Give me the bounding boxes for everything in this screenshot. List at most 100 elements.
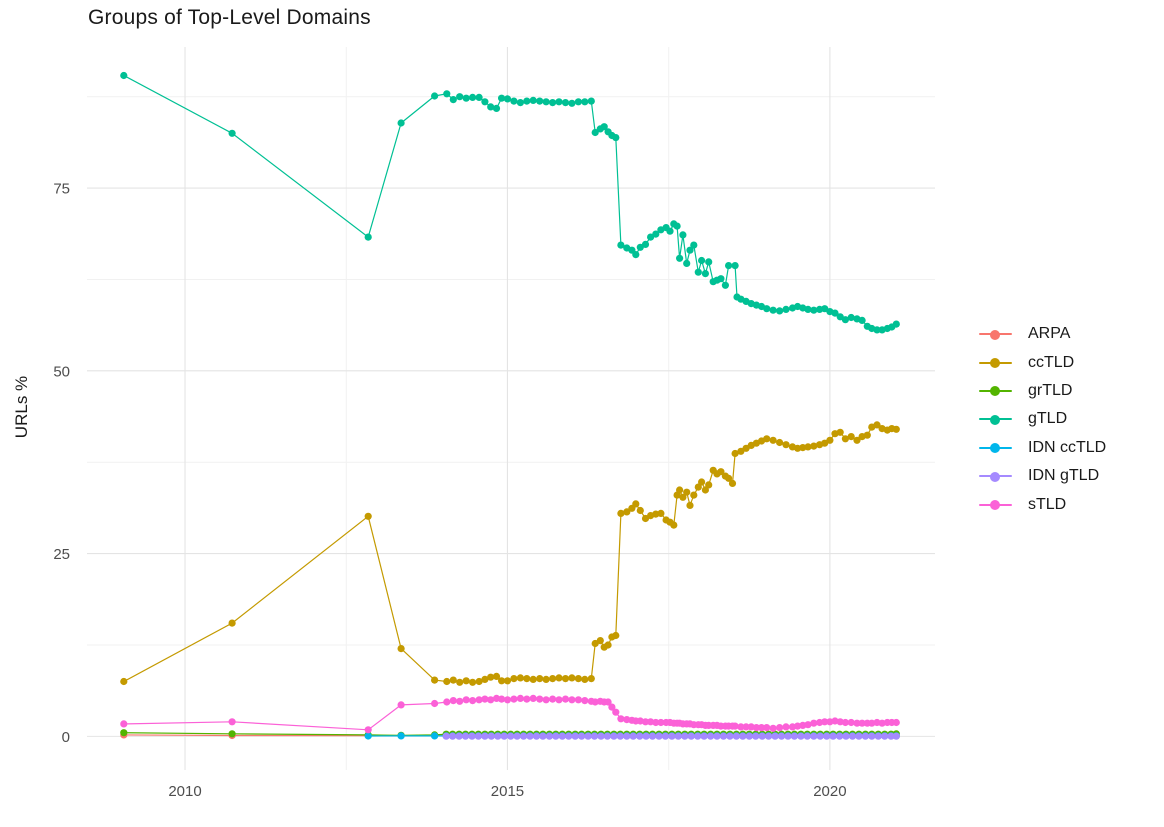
data-point-idn-gtld (810, 732, 818, 740)
data-point-cctld (776, 438, 784, 447)
data-point-gtld (574, 98, 583, 106)
data-point-idn-gtld (590, 732, 599, 740)
data-point-idn-cctld (397, 732, 405, 740)
data-point-cctld (847, 433, 855, 441)
data-point-stld (841, 718, 850, 727)
data-point-stld (810, 719, 818, 727)
data-point-gtld (120, 71, 128, 80)
data-point-idn-gtld (752, 732, 760, 740)
data-point-idn-gtld (481, 732, 489, 740)
data-point-idn-gtld (803, 732, 811, 740)
data-point-stld (608, 703, 616, 711)
data-point-cctld (804, 443, 812, 451)
data-point-cctld (841, 435, 850, 443)
data-point-cctld (481, 675, 489, 684)
data-point-gtld (498, 94, 506, 102)
data-point-idn-gtld (603, 732, 612, 740)
data-point-gtld (456, 93, 464, 101)
data-point-gtld (561, 99, 570, 107)
data-point-cctld (456, 678, 464, 686)
legend-label-idn-cctld: IDN ccTLD (1028, 438, 1107, 456)
data-point-gtld (542, 98, 550, 106)
data-point-gtld (536, 97, 544, 105)
data-point-stld (431, 699, 439, 708)
data-point-gtld (847, 313, 855, 322)
data-point-cctld (431, 676, 439, 684)
data-point-idn-gtld (874, 732, 882, 740)
data-point-stld (858, 719, 866, 727)
data-point-stld (731, 722, 739, 730)
data-point-gtld (686, 246, 694, 254)
data-point-stld (742, 723, 750, 731)
data-point-gtld (831, 309, 839, 317)
data-point-stld (542, 696, 550, 704)
data-point-gtld (481, 98, 489, 106)
data-point-gtld (717, 275, 725, 283)
data-point-idn-gtld (584, 732, 592, 740)
data-point-idn-gtld (674, 732, 682, 740)
data-point-stld (481, 695, 489, 703)
data-point-stld (449, 697, 457, 705)
data-point-idn-gtld (848, 732, 857, 740)
data-point-idn-gtld (474, 732, 482, 740)
data-point-cctld (542, 675, 550, 684)
data-point-cctld (475, 677, 483, 686)
data-point-gtld (873, 326, 881, 334)
data-point-cctld (516, 674, 525, 682)
data-point-cctld (529, 675, 537, 684)
data-point-cctld (462, 677, 470, 685)
data-point-stld (769, 724, 777, 732)
data-point-idn-gtld (500, 732, 508, 740)
data-point-cctld (623, 508, 631, 516)
data-point-cctld (873, 421, 881, 429)
data-point-stld (536, 695, 544, 703)
data-point-idn-gtld (681, 732, 689, 740)
data-point-stld (782, 723, 790, 731)
legend-key-arpa-icon (979, 327, 1012, 341)
data-point-stld (510, 695, 518, 703)
data-point-stld (397, 701, 405, 709)
data-point-idn-gtld (655, 732, 663, 740)
data-point-idn-gtld (842, 732, 850, 740)
data-point-idn-gtld (739, 732, 747, 740)
data-point-gtld (492, 104, 501, 112)
data-point-idn-gtld (765, 732, 773, 740)
data-point-stld (555, 696, 563, 704)
data-point-idn-gtld (532, 732, 541, 740)
data-point-cctld (604, 641, 612, 649)
data-point-idn-gtld (449, 732, 457, 740)
data-point-idn-gtld (442, 732, 450, 740)
data-point-cctld (523, 675, 531, 683)
data-point-idn-gtld (694, 732, 702, 740)
data-point-idn-gtld (887, 732, 895, 740)
data-point-gtld (858, 316, 866, 324)
data-point-stld (475, 696, 483, 704)
x-axis-tick-label: 2020 (813, 783, 846, 800)
data-point-cctld (676, 486, 684, 494)
legend-item-cctld: ccTLD (979, 348, 1106, 376)
data-point-cctld (120, 677, 128, 686)
data-point-gtld (591, 128, 599, 137)
data-point-cctld (731, 449, 739, 458)
data-point-idn-gtld (823, 732, 831, 740)
data-point-idn-gtld (597, 732, 605, 740)
data-point-stld (462, 696, 470, 704)
data-point-gtld (529, 96, 537, 104)
data-point-cctld (717, 468, 725, 476)
data-point-gtld (587, 97, 595, 105)
data-point-idn-gtld (487, 732, 495, 740)
data-point-idn-gtld (461, 732, 470, 740)
data-point-gtld (462, 94, 470, 102)
data-point-cctld (228, 619, 236, 627)
data-point-idn-gtld (777, 732, 786, 740)
data-point-idn-gtld (707, 732, 715, 740)
data-point-gtld (600, 123, 608, 131)
data-point-idn-gtld (829, 732, 837, 740)
x-axis-tick-label: 2010 (168, 783, 201, 800)
data-point-idn-gtld (732, 732, 741, 740)
legend-label-cctld: ccTLD (1028, 353, 1075, 371)
legend-key-grtld-icon (979, 384, 1012, 398)
y-axis-tick-label: 25 (53, 546, 70, 563)
data-point-idn-gtld (610, 732, 618, 740)
